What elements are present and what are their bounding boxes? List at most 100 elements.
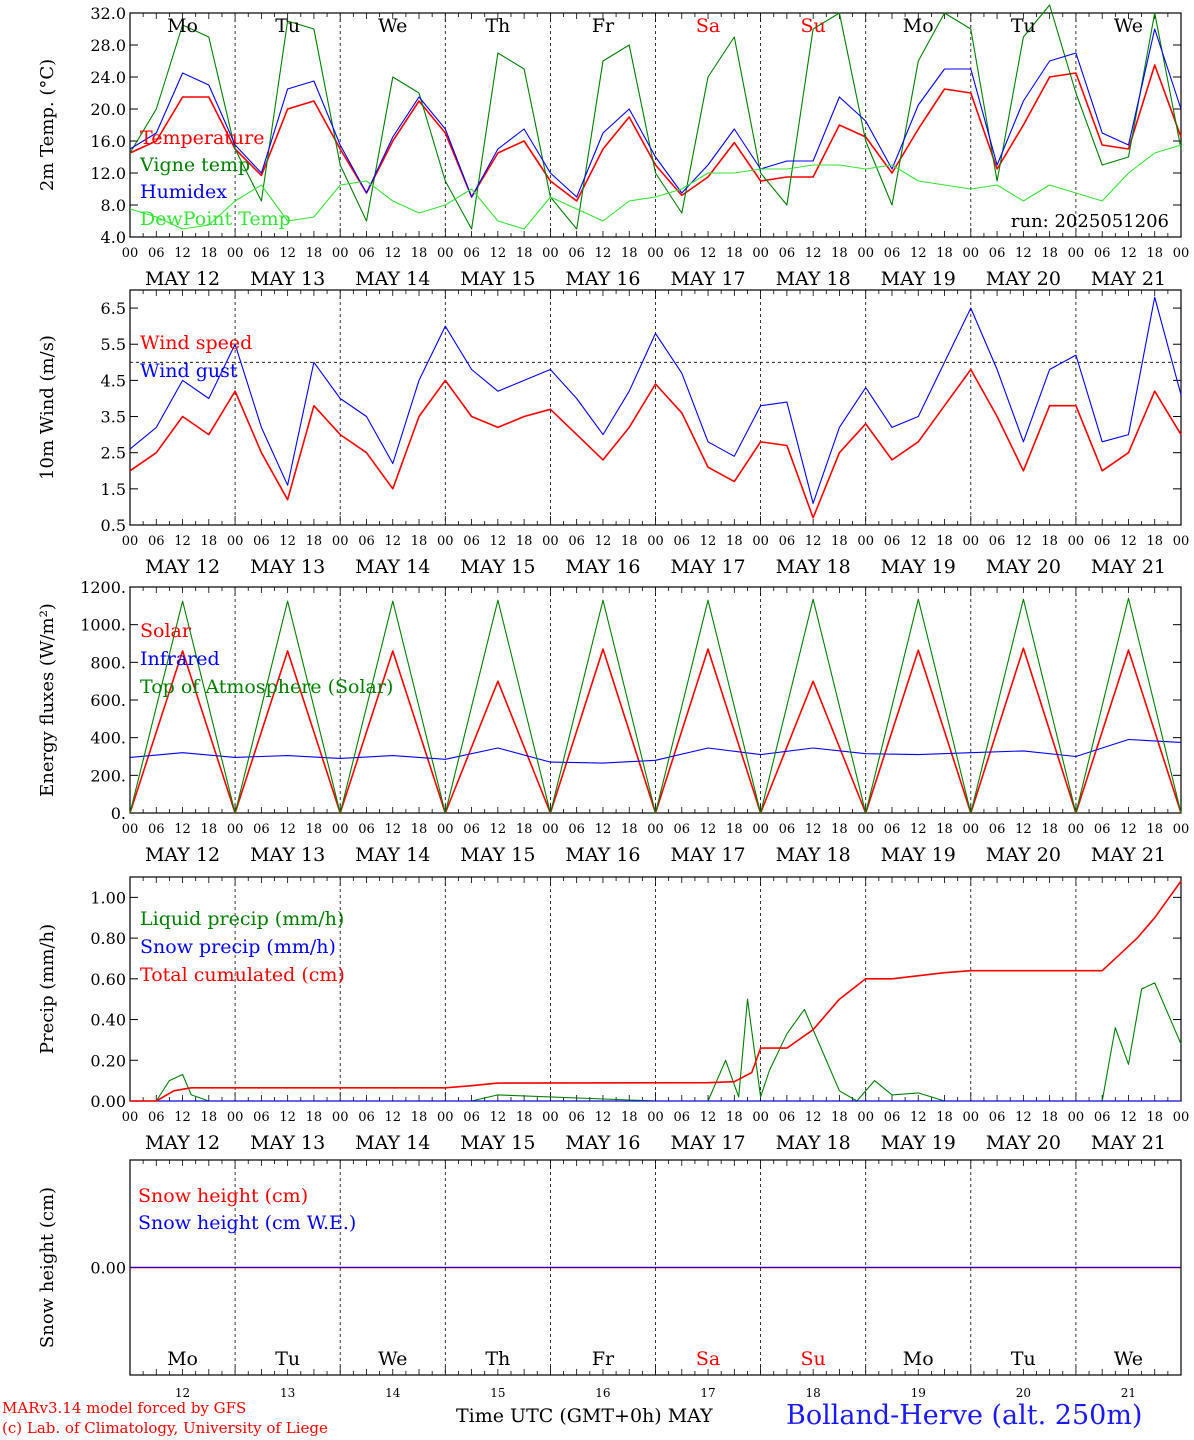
legend-entry: Total cumulated (cm) (140, 964, 345, 986)
date-label: MAY 14 (355, 1132, 430, 1154)
date-label: MAY 14 (355, 844, 430, 866)
hour-label: 18 (516, 534, 533, 549)
day-name: We (378, 1348, 407, 1370)
hour-label: 18 (726, 822, 743, 837)
date-label: MAY 15 (460, 1132, 535, 1154)
hour-label: 00 (1068, 246, 1085, 261)
day-name: We (1114, 15, 1143, 37)
hour-label: 12 (1015, 1110, 1032, 1125)
hour-label: 06 (148, 822, 165, 837)
y-tick-label: 6.5 (101, 299, 126, 318)
hour-label: 00 (437, 534, 454, 549)
hour-label: 06 (463, 246, 480, 261)
day-name: Tu (1011, 15, 1036, 37)
hour-label: 00 (332, 246, 349, 261)
date-label: MAY 12 (145, 844, 220, 866)
hour-label: 12 (595, 534, 612, 549)
hour-label: 12 (805, 534, 822, 549)
date-label: MAY 15 (460, 268, 535, 290)
hour-label: 12 (174, 246, 191, 261)
hour-label: 12 (595, 1110, 612, 1125)
hour-label: 00 (963, 246, 980, 261)
series-line (129, 597, 1182, 814)
day-name: Mo (167, 1348, 198, 1370)
date-label: MAY 16 (565, 268, 640, 290)
y-tick-label: 2.5 (101, 444, 126, 463)
hour-label: 12 (279, 1110, 296, 1125)
hour-label: 18 (201, 822, 218, 837)
hour-label: 18 (201, 534, 218, 549)
hour-label: 18 (1146, 1110, 1163, 1125)
date-label: MAY 21 (1091, 1132, 1166, 1154)
day-number: 21 (1121, 1386, 1136, 1400)
date-label: MAY 18 (776, 844, 851, 866)
legend-entry: Temperature (140, 127, 264, 149)
hour-label: 00 (752, 534, 769, 549)
hour-label: 00 (963, 822, 980, 837)
y-tick-label: 0.40 (90, 1011, 126, 1030)
series-line (129, 738, 1182, 764)
hour-label: 06 (148, 246, 165, 261)
date-label: MAY 16 (565, 844, 640, 866)
day-name: Mo (903, 1348, 934, 1370)
date-label: MAY 19 (881, 1132, 956, 1154)
hour-label: 18 (621, 822, 638, 837)
day-name: Mo (903, 15, 934, 37)
date-label: MAY 21 (1091, 556, 1166, 578)
hour-label: 00 (1068, 534, 1085, 549)
day-name: Fr (592, 1348, 615, 1370)
hour-label: 00 (227, 1110, 244, 1125)
hour-label: 06 (358, 1110, 375, 1125)
hour-label: 18 (411, 246, 428, 261)
hour-label: 12 (384, 246, 401, 261)
y-tick-label: 4.0 (101, 228, 126, 247)
model-credit: MARv3.14 model forced by GFS (2, 1399, 247, 1417)
chart-panel-5: 0.00 Snow height (cm) Snow height (cm) Snow… (37, 1159, 1182, 1400)
hour-label: 00 (227, 246, 244, 261)
hour-label: 12 (1120, 534, 1137, 549)
day-name: We (1114, 1348, 1143, 1370)
day-name: Fr (592, 15, 615, 37)
day-name: Su (801, 1348, 826, 1370)
hour-label: 12 (1120, 822, 1137, 837)
hour-label: 00 (1068, 822, 1085, 837)
hour-label: 18 (936, 822, 953, 837)
hour-label: 06 (1094, 534, 1111, 549)
y-tick-label: 200. (90, 766, 126, 785)
hour-label: 00 (1068, 1110, 1085, 1125)
hour-label: 00 (647, 1110, 664, 1125)
date-label: MAY 14 (355, 268, 430, 290)
hour-label: 18 (201, 246, 218, 261)
hour-label: 12 (174, 534, 191, 549)
hour-label: 06 (989, 1110, 1006, 1125)
hour-label: 18 (726, 534, 743, 549)
hour-label: 12 (910, 1110, 927, 1125)
day-name: Tu (1011, 1348, 1036, 1370)
hour-label: 12 (700, 534, 717, 549)
hour-label: 06 (568, 822, 585, 837)
legend-entry: Top of Atmosphere (Solar) (140, 676, 393, 698)
hour-label: 06 (148, 1110, 165, 1125)
y-axis-label: Energy fluxes (W/m²) (37, 603, 58, 797)
hour-label: 12 (700, 246, 717, 261)
hour-label: 12 (490, 534, 507, 549)
date-label: MAY 12 (145, 556, 220, 578)
legend-entry: Snow height (cm W.E.) (138, 1212, 356, 1234)
hour-label: 00 (1173, 822, 1190, 837)
series-line (130, 880, 1182, 1102)
hour-label: 12 (490, 246, 507, 261)
station-name: Bolland-Herve (alt. 250m) (786, 1400, 1143, 1431)
lab-credit: (c) Lab. of Climatology, University of L… (2, 1419, 328, 1437)
date-label: MAY 12 (145, 1132, 220, 1154)
hour-label: 00 (542, 534, 559, 549)
hour-label: 06 (884, 1110, 901, 1125)
hour-label: 12 (910, 822, 927, 837)
day-name: Th (485, 1348, 510, 1370)
date-label: MAY 16 (565, 1132, 640, 1154)
hour-label: 06 (989, 822, 1006, 837)
hour-label: 18 (306, 822, 323, 837)
hour-label: 18 (1041, 1110, 1058, 1125)
y-tick-label: 400. (90, 729, 126, 748)
hour-label: 18 (726, 246, 743, 261)
hour-label: 06 (358, 246, 375, 261)
